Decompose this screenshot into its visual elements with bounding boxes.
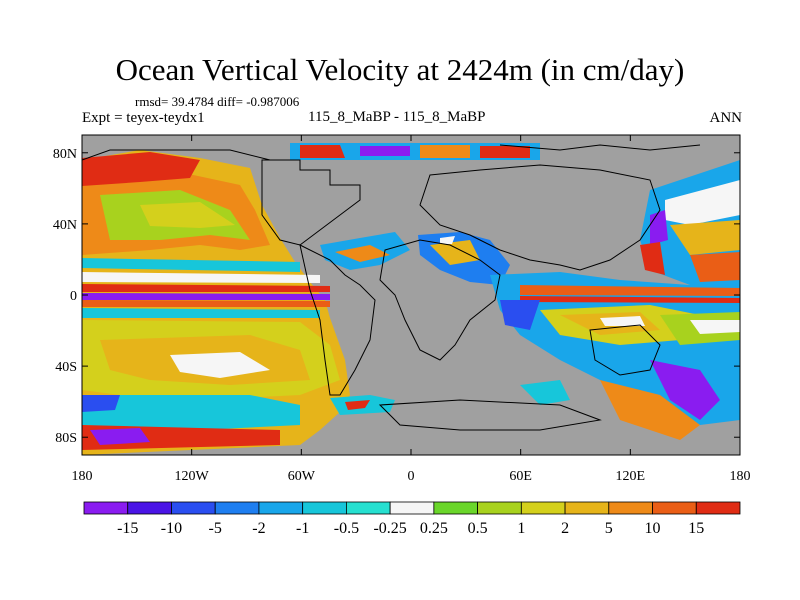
colorbar-label: -2 xyxy=(252,520,265,537)
colorbar-box xyxy=(171,501,216,515)
colorbar-box xyxy=(345,501,391,515)
colorbar-box xyxy=(695,501,741,515)
colorbar-label: -0.25 xyxy=(373,520,406,537)
colorbar-label: 0.5 xyxy=(468,520,488,537)
lat-tick-label: 80S xyxy=(55,431,77,446)
colorbar-box xyxy=(477,501,522,515)
colorbar-box xyxy=(433,501,479,515)
lat-tick-label: 0 xyxy=(70,289,77,304)
lat-tick-label: 40S xyxy=(55,360,77,375)
colorbar-box xyxy=(302,501,347,515)
colorbar-box xyxy=(389,501,435,515)
colorbar-box xyxy=(258,501,304,515)
colorbar-label: -10 xyxy=(161,520,182,537)
colorbar-label: 2 xyxy=(561,520,569,537)
colorbar-box xyxy=(652,501,697,515)
north-pacific-east-field xyxy=(640,160,740,285)
case-label: 115_8_MaBP - 115_8_MaBP xyxy=(308,109,486,125)
colorbar-label: -1 xyxy=(296,520,309,537)
coastlines xyxy=(82,144,701,431)
indian-ocean-field xyxy=(490,272,740,440)
colorbar-box xyxy=(214,501,260,515)
colorbar-box xyxy=(564,501,610,515)
colorbar-label: -5 xyxy=(209,520,222,537)
axis-tick-labels: 80N 40N 0 40S 80S 180 120W 60W 0 60E 120E 180 xyxy=(53,147,751,484)
lon-tick-label: 0 xyxy=(408,469,415,484)
colorbar-box xyxy=(520,501,566,515)
season-label: ANN xyxy=(709,110,743,126)
lon-tick-label: 120W xyxy=(175,469,210,484)
map-field xyxy=(82,135,740,455)
colorbar-box xyxy=(608,501,653,515)
atlantic-field xyxy=(320,232,510,415)
colorbar-box xyxy=(83,501,129,515)
plot-title: Ocean Vertical Velocity at 2424m (in cm/… xyxy=(115,52,685,87)
experiment-label: Expt = teyex-teydx1 xyxy=(82,110,205,126)
lon-tick-label: 60W xyxy=(288,469,316,484)
colorbar-label: -0.5 xyxy=(334,520,359,537)
arctic-field xyxy=(290,143,540,160)
lon-tick-label: 60E xyxy=(509,469,532,484)
colorbar-label: 1 xyxy=(517,520,525,537)
pacific-west-field xyxy=(82,150,350,455)
axis-ticks xyxy=(81,135,741,455)
lon-tick-label: 180 xyxy=(730,469,751,484)
colorbar-labels: -15 -10 -5 -2 -1 -0.5 -0.25 0.25 0.5 1 2 5 10 15 xyxy=(117,520,704,537)
stats-text: rmsd= 39.4784 diff= -0.987006 xyxy=(135,94,300,109)
lat-tick-label: 40N xyxy=(53,218,77,233)
lon-tick-label: 180 xyxy=(72,469,93,484)
lon-tick-label: 120E xyxy=(616,469,646,484)
colorbar-label: 0.25 xyxy=(420,520,448,537)
lat-tick-label: 80N xyxy=(53,147,77,162)
colorbar-boxes xyxy=(83,501,741,515)
colorbar-label: 10 xyxy=(645,520,661,537)
colorbar-label: 5 xyxy=(605,520,613,537)
colorbar-label: 15 xyxy=(688,520,704,537)
colorbar-box xyxy=(127,501,172,515)
colorbar-label: -15 xyxy=(117,520,138,537)
